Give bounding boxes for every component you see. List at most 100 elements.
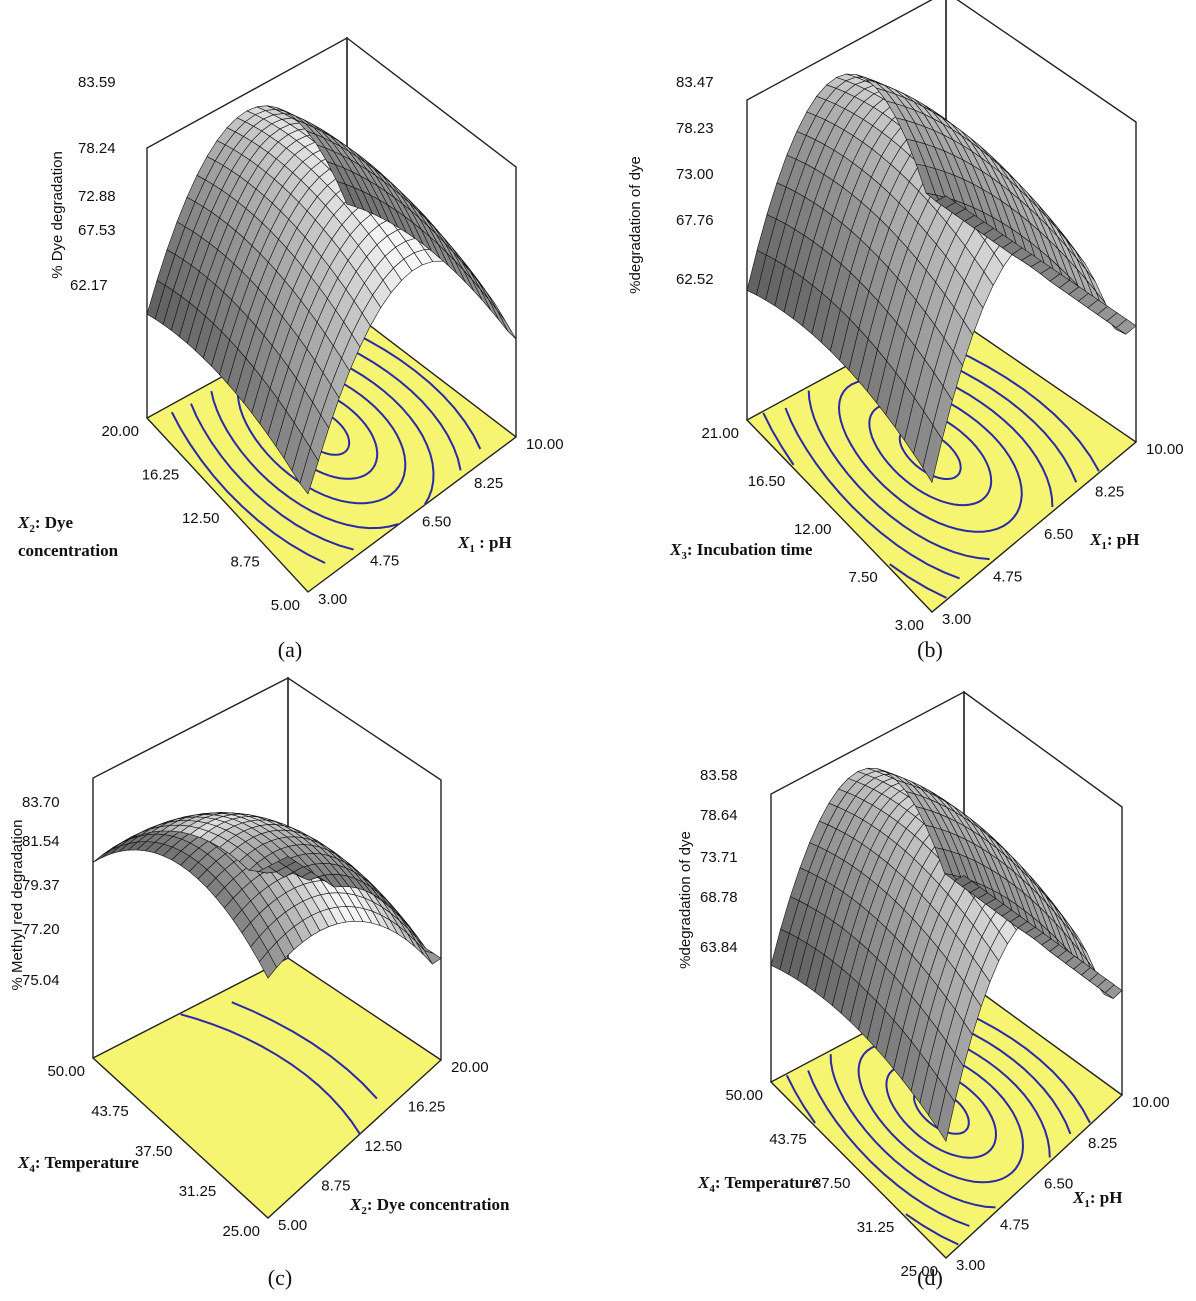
x-axis-title: X2: Dye concentration — [349, 1195, 510, 1217]
y-tick-label: 50.00 — [725, 1087, 763, 1104]
z-tick-label: 68.78 — [700, 889, 738, 906]
y-axis-ticks: 50.00 43.75 37.50 31.25 25.00 — [725, 1087, 938, 1280]
contour-line — [231, 1001, 378, 1100]
y-axis-var: X — [17, 513, 30, 532]
y-axis-name: : Dye — [35, 513, 74, 532]
x-axis-ticks: 5.00 8.75 12.50 16.25 20.00 — [278, 1059, 489, 1234]
x-tick-label: 8.25 — [1088, 1135, 1117, 1152]
contour-lines — [785, 997, 1091, 1246]
x-tick-label: 6.50 — [1044, 1176, 1073, 1193]
z-axis-label: %degradation of dye — [677, 831, 694, 969]
x-axis-title: X1 : pH — [457, 533, 512, 555]
z-tick-label: 73.00 — [676, 166, 714, 183]
y-axis-name: : Temperature — [715, 1173, 819, 1192]
z-tick-label: 81.54 — [22, 833, 60, 850]
contour-lines — [180, 1001, 378, 1135]
z-axis-ticks: 83.47 78.23 73.00 67.76 62.52 — [676, 74, 714, 288]
x-axis-sub: 1 — [469, 543, 475, 555]
response-surface — [92, 812, 442, 979]
x-axis-name: : pH — [1107, 530, 1140, 549]
panel-caption: (b) — [917, 637, 943, 662]
y-tick-label: 16.50 — [748, 473, 786, 490]
panel-caption: (d) — [917, 1265, 943, 1290]
z-tick-label: 79.37 — [22, 877, 60, 894]
x-tick-label: 6.50 — [1044, 526, 1073, 543]
x-tick-label: 10.00 — [1132, 1094, 1170, 1111]
x-axis-name: : Dye concentration — [367, 1195, 510, 1214]
z-tick-label: 67.76 — [676, 212, 714, 229]
z-tick-label: 67.53 — [78, 222, 116, 239]
surface-cell — [935, 195, 957, 209]
z-tick-label: 72.88 — [78, 188, 116, 205]
chart-panel-b: 83.47 78.23 73.00 67.76 62.52 %degradation of… — [627, 0, 1184, 662]
x-axis-var: X — [1072, 1188, 1085, 1207]
x-tick-label: 8.25 — [1095, 484, 1124, 501]
x-tick-label: 16.25 — [408, 1099, 446, 1116]
panel-caption: (a) — [278, 637, 302, 662]
x-tick-label: 3.00 — [942, 611, 971, 628]
y-tick-label: 25.00 — [222, 1223, 260, 1240]
surface-cell — [488, 299, 508, 331]
x-tick-label: 10.00 — [1146, 441, 1184, 458]
chart-panel-d: 83.58 78.64 73.71 68.78 63.84 %degradation of… — [677, 690, 1170, 1290]
y-axis-ticks: 50.00 43.75 37.50 31.25 25.00 — [47, 1063, 260, 1240]
x-axis-ticks: 3.00 4.75 6.50 8.25 10.00 — [942, 441, 1184, 628]
x-tick-label: 3.00 — [318, 591, 347, 608]
z-tick-label: 62.52 — [676, 271, 714, 288]
x-tick-label: 20.00 — [451, 1059, 489, 1076]
y-tick-label: 8.75 — [231, 554, 260, 571]
z-tick-label: 78.24 — [78, 140, 116, 157]
z-axis-label: %degradation of dye — [627, 156, 644, 294]
y-axis-var: X — [669, 540, 682, 559]
y-axis-title: X4: Temperature — [697, 1173, 819, 1195]
z-tick-label: 78.64 — [700, 807, 738, 824]
z-tick-label: 78.23 — [676, 120, 714, 137]
response-surface — [146, 105, 517, 495]
y-tick-label: 12.50 — [182, 510, 220, 527]
x-axis-sub: 1 — [1084, 1198, 1090, 1210]
x-tick-label: 4.75 — [993, 569, 1022, 586]
z-axis-ticks: 83.58 78.64 73.71 68.78 63.84 — [700, 767, 738, 956]
panel-caption: (c) — [268, 1265, 292, 1290]
response-surface — [746, 73, 1137, 484]
contour-floor — [91, 957, 443, 1219]
x-tick-label: 4.75 — [1000, 1216, 1029, 1233]
x-tick-label: 4.75 — [370, 552, 399, 569]
y-axis-name: : Incubation time — [687, 540, 813, 559]
chart-panel-a: 83.59 78.24 72.88 67.53 62.17% Dye degradati… — [17, 36, 564, 662]
z-tick-label: 83.59 — [78, 74, 116, 91]
chart-panel-c: 83.70 81.54 79.37 77.20 75.04% Methyl red de… — [9, 676, 510, 1290]
x-axis-title: X1: pH — [1089, 530, 1139, 552]
x-axis-sub: 1 — [1101, 540, 1107, 552]
z-tick-label: 83.47 — [676, 74, 714, 91]
y-tick-label: 43.75 — [91, 1103, 129, 1120]
x-axis-var: X — [1089, 530, 1102, 549]
x-axis-sub: 2 — [361, 1205, 367, 1217]
y-tick-label: 31.25 — [857, 1219, 895, 1236]
y-tick-label: 21.00 — [701, 425, 739, 442]
surface-cell — [480, 289, 500, 321]
contour-line — [180, 1013, 361, 1135]
y-tick-label: 16.25 — [142, 467, 180, 484]
y-tick-label: 12.00 — [794, 521, 832, 538]
z-tick-label: 62.17 — [70, 277, 108, 294]
y-axis-title: X4: Temperature — [17, 1153, 139, 1175]
y-tick-label: 7.50 — [849, 569, 878, 586]
y-axis-title: X3: Incubation time — [669, 540, 813, 562]
x-tick-label: 8.75 — [321, 1178, 350, 1195]
y-tick-label: 37.50 — [813, 1175, 851, 1192]
z-tick-label: 63.84 — [700, 939, 738, 956]
surface-cell — [496, 310, 517, 340]
surface-cell — [336, 180, 356, 208]
contour-line — [857, 1042, 1025, 1184]
x-axis-var: X — [349, 1195, 362, 1214]
z-tick-label: 83.70 — [22, 794, 60, 811]
contour-line — [868, 402, 993, 507]
x-axis-ticks: 3.00 4.75 6.50 8.25 10.00 — [318, 436, 564, 608]
z-axis-ticks: 83.70 81.54 79.37 77.20 75.04 — [22, 794, 60, 989]
x-axis-name: : pH — [475, 533, 512, 552]
z-tick-label: 73.71 — [700, 849, 738, 866]
x-tick-label: 3.00 — [956, 1257, 985, 1274]
y-axis-sub: 4 — [709, 1183, 715, 1195]
